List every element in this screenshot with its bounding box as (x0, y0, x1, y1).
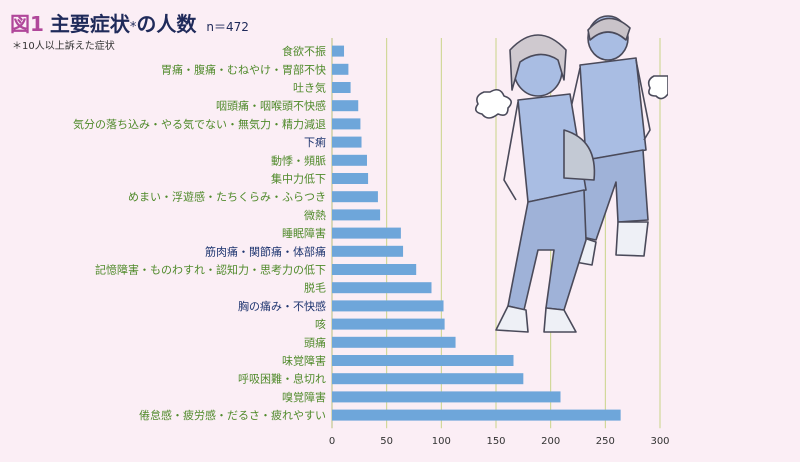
bar-13 (332, 282, 432, 294)
bar-16 (332, 336, 456, 348)
category-label: 気分の落ち込み・やる気でない・無気力・精力減退 (73, 117, 326, 131)
bar-3 (332, 100, 359, 112)
bar-17 (332, 355, 514, 366)
chart-title-suffix: の人数 (136, 12, 197, 36)
x-tick-label: 150 (486, 436, 505, 447)
category-label: 集中力低下 (271, 172, 326, 186)
x-tick-label: 250 (596, 436, 615, 447)
category-label: 脱毛 (304, 281, 326, 295)
category-label: 下痢 (304, 135, 326, 149)
category-label: 記憶障害・ものわすれ・認知力・思考力の低下 (95, 263, 326, 277)
x-tick-label: 0 (329, 436, 335, 447)
title-asterisk: * (129, 20, 137, 35)
category-label: 微熱 (304, 208, 326, 222)
tired-people-illustration (474, 15, 668, 333)
category-label: 胃痛・腹痛・むねやけ・胃部不快 (161, 62, 326, 76)
bar-15 (332, 318, 445, 330)
bar-6 (332, 154, 367, 166)
bar-20 (332, 409, 621, 421)
figure-number: 図1 (10, 12, 44, 36)
category-label: 睡眠障害 (282, 226, 326, 240)
category-label: 咽頭痛・咽喉頭不快感 (216, 99, 326, 113)
bar-8 (332, 191, 378, 203)
category-label: 嗅覚障害 (282, 390, 326, 404)
category-label: めまい・浮遊感・たちくらみ・ふらつき (128, 190, 326, 204)
category-label: 食欲不振 (282, 44, 326, 58)
category-label: 筋肉痛・関節痛・体部痛 (205, 244, 326, 258)
bar-18 (332, 373, 524, 385)
chart-title: 主要症状 (49, 12, 130, 36)
category-label: 倦怠感・疲労感・だるさ・疲れやすい (139, 408, 326, 422)
bar-14 (332, 300, 444, 312)
category-label: 動悸・頻脈 (271, 153, 326, 167)
category-label: 頭痛 (304, 335, 326, 349)
bar-10 (332, 227, 401, 239)
bar-19 (332, 391, 561, 403)
bar-12 (332, 264, 417, 275)
chart-title-block: 図1 主要症状 * の人数 n＝472 (10, 8, 249, 37)
bar-5 (332, 136, 362, 148)
category-label: 味覚障害 (282, 354, 326, 368)
bar-0 (332, 45, 345, 57)
category-label: 呼吸困難・息切れ (238, 372, 326, 386)
category-label: 咳 (315, 317, 326, 331)
category-label: 胸の痛み・不快感 (238, 299, 326, 313)
bar-1 (332, 63, 349, 75)
bar-4 (332, 118, 361, 130)
x-tick-label: 50 (380, 436, 393, 447)
category-label: 吐き気 (293, 81, 326, 95)
x-tick-label: 100 (432, 436, 451, 447)
bar-9 (332, 209, 381, 221)
bar-7 (332, 173, 369, 184)
footnote: ＊10人以上訴えた症状 (12, 41, 115, 52)
bar-2 (332, 82, 351, 93)
x-tick-label: 300 (650, 436, 669, 447)
bar-11 (332, 245, 404, 257)
sample-size: n＝472 (206, 20, 249, 34)
x-tick-label: 200 (541, 436, 560, 447)
